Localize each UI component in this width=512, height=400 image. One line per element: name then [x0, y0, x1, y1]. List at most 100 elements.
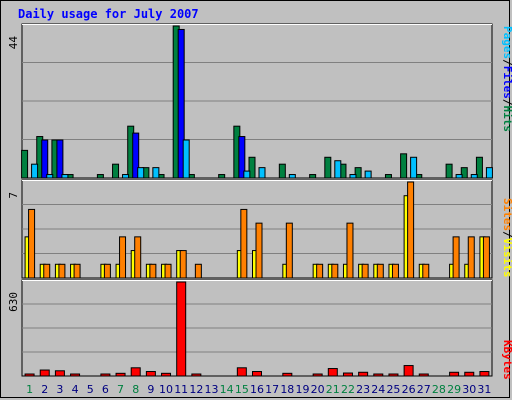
bar-sites-day-23	[361, 263, 369, 279]
x-axis-day-label: 21	[326, 383, 340, 396]
bar-kbytes-day-20	[312, 373, 323, 377]
bar-sites-day-12	[194, 263, 202, 279]
bar-kbytes-day-1	[24, 373, 35, 377]
bar-kbytes-day-27	[418, 373, 429, 377]
bar-kbytes-day-30	[464, 371, 475, 377]
bar-sites-day-25	[391, 263, 399, 279]
bar-sites-day-20	[316, 263, 324, 279]
bar-files-day-2	[41, 139, 49, 179]
x-axis-day-label: 8	[132, 383, 139, 396]
bar-pages-day-21	[334, 160, 342, 179]
x-axis-day-label: 13	[205, 383, 219, 396]
bar-kbytes-day-12	[191, 373, 202, 377]
panel-0-bars	[21, 25, 493, 179]
legend-panel-1: Sites/Visits	[501, 198, 512, 278]
legend-entry: Visits	[501, 238, 512, 278]
x-axis-day-label: 27	[417, 383, 431, 396]
x-axis-day-label: 5	[87, 383, 94, 396]
bar-kbytes-day-22	[342, 372, 353, 377]
x-axis-day-label: 20	[311, 383, 325, 396]
bar-pages-day-3	[61, 174, 69, 179]
bar-kbytes-day-24	[373, 373, 384, 377]
bar-sites-day-6	[103, 263, 111, 279]
bar-kbytes-day-31	[479, 371, 490, 377]
bar-sites-day-1	[28, 208, 36, 279]
bar-sites-day-27	[422, 263, 430, 279]
bar-pages-day-15	[243, 170, 251, 179]
bar-sites-day-16	[255, 222, 263, 279]
x-axis-day-label: 4	[72, 383, 79, 396]
bar-hits-day-18	[278, 163, 286, 179]
x-axis-day-label: 26	[402, 383, 416, 396]
legend-entry: Hits	[501, 106, 512, 133]
bar-sites-day-3	[58, 263, 66, 279]
legend-entry: KBytes	[501, 340, 512, 380]
x-axis-day-label: 23	[356, 383, 370, 396]
bar-hits-day-23	[354, 167, 362, 179]
bar-pages-day-8	[137, 167, 145, 179]
bar-sites-day-4	[73, 263, 81, 279]
bar-hits-day-6	[96, 174, 104, 179]
bar-pages-day-16	[258, 167, 266, 179]
bar-sites-day-22	[346, 222, 354, 279]
bar-hits-day-31	[475, 156, 483, 179]
legend-entry: Sites	[501, 198, 512, 231]
bar-hits-day-1	[21, 149, 29, 179]
bar-kbytes-day-16	[252, 371, 262, 377]
bar-pages-day-2	[46, 174, 54, 179]
y-axis-max-label: 7	[7, 192, 20, 199]
bar-sites-day-21	[331, 263, 339, 279]
bar-kbytes-day-21	[327, 368, 338, 377]
bar-hits-day-30	[460, 167, 468, 179]
x-axis-day-label: 30	[462, 383, 476, 396]
bar-pages-day-1	[31, 163, 39, 179]
x-axis-day-label: 11	[174, 383, 188, 396]
bar-sites-day-15	[240, 208, 248, 279]
legend-entry: /	[501, 231, 512, 238]
bar-sites-day-11	[179, 250, 187, 279]
bar-pages-day-18	[288, 174, 296, 179]
bar-sites-day-8	[134, 236, 142, 279]
bar-sites-day-9	[149, 263, 157, 279]
x-axis-day-label: 24	[371, 383, 385, 396]
x-axis-day-label: 19	[295, 383, 309, 396]
legend-panel-2: KBytes	[501, 340, 512, 380]
bar-hits-day-20	[309, 174, 317, 179]
bar-kbytes-day-9	[145, 371, 156, 377]
y-axis-max-label: 44	[7, 36, 20, 50]
bar-kbytes-day-7	[115, 372, 126, 377]
bar-pages-day-22	[349, 174, 357, 179]
chart-title: Daily usage for July 2007	[18, 7, 199, 21]
bar-hits-day-7	[112, 163, 120, 179]
bar-pages-day-11	[182, 139, 190, 179]
legend-entry: /	[501, 99, 512, 106]
x-axis-day-label: 3	[56, 383, 63, 396]
bar-kbytes-day-18	[282, 372, 293, 377]
bar-files-day-15	[238, 136, 246, 179]
bar-pages-day-29	[455, 174, 463, 179]
legend-entry: /	[501, 59, 512, 66]
bar-hits-day-26	[400, 153, 408, 179]
bar-kbytes-day-3	[54, 370, 65, 377]
bar-pages-day-31	[485, 167, 493, 179]
bar-hits-day-25	[384, 174, 392, 179]
x-axis-day-label: 12	[189, 383, 203, 396]
bar-pages-day-7	[122, 174, 130, 179]
bar-sites-day-2	[43, 263, 51, 279]
bar-sites-day-29	[452, 236, 460, 279]
bar-sites-day-7	[119, 236, 127, 279]
bar-sites-day-10	[164, 263, 172, 279]
x-axis-day-label: 10	[159, 383, 173, 396]
bar-kbytes-day-10	[161, 372, 172, 377]
x-axis-day-label: 22	[341, 383, 355, 396]
bar-pages-day-30	[470, 174, 478, 179]
bar-files-day-8	[132, 132, 140, 179]
x-axis-day-label: 15	[235, 383, 249, 396]
bar-kbytes-day-8	[130, 367, 141, 377]
legend-entry: Pages	[501, 26, 512, 59]
panel-2-bars	[24, 281, 490, 377]
bar-kbytes-day-11	[176, 281, 187, 377]
bar-kbytes-day-4	[70, 373, 81, 377]
